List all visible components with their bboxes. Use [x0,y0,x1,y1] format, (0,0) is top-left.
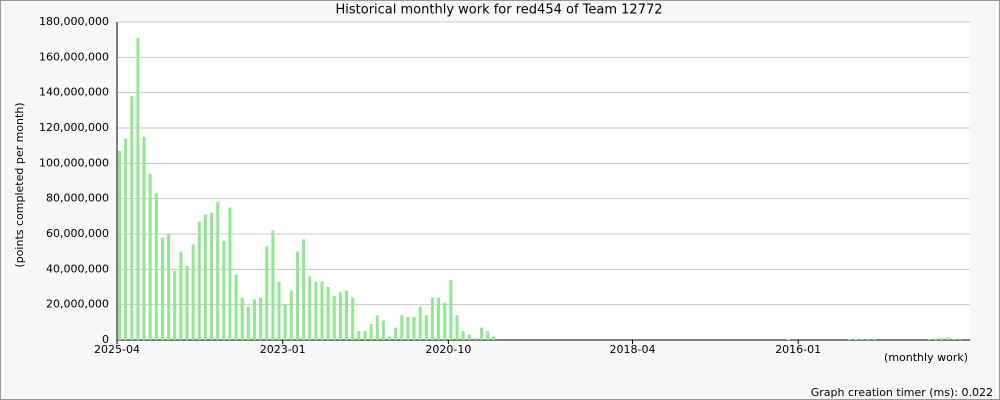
y-tick-label: 160,000,000 [39,50,109,63]
bar [351,297,355,340]
y-tick-label: 180,000,000 [39,15,109,28]
bar [473,338,477,340]
bar [154,193,158,340]
x-tick-label: 2018-04 [609,343,655,356]
bar [185,265,189,340]
bar [860,339,864,340]
bar [295,251,299,340]
bar [197,221,201,340]
bar [363,331,367,340]
bar [848,339,852,340]
bar [191,244,195,340]
bar [486,331,490,340]
bar [449,279,453,340]
bar [332,295,336,340]
y-tick-label: 0 [102,333,109,346]
bar [928,339,932,340]
bar [203,214,207,340]
bar [412,317,416,340]
bar [136,37,140,341]
bar [345,290,349,340]
bar [271,230,275,340]
bar [179,251,183,340]
x-axis-label: (monthly work) [884,351,968,364]
bar [130,96,134,340]
bar [375,315,379,340]
bar [289,290,293,340]
bar [283,304,287,340]
x-tick-label: 2023-01 [260,343,306,356]
y-axis-label: (points completed per month) [13,102,26,267]
bar [388,336,392,340]
bar [216,202,220,340]
bar [259,297,263,340]
bar [210,212,214,340]
bar [222,241,226,340]
bar [480,327,484,340]
bar [437,297,441,340]
bar [314,281,318,340]
y-tick-label: 120,000,000 [39,121,109,134]
bar [455,315,459,340]
y-tick-label: 20,000,000 [46,298,109,311]
bar [866,339,870,340]
bar [142,136,146,340]
bar [277,281,281,340]
bar [394,327,398,340]
bar [369,324,373,340]
bar [406,317,410,340]
bar [467,334,471,340]
bar [461,331,465,340]
x-tick-label: 2020-10 [425,343,471,356]
plot-area [117,22,970,340]
bar [326,287,330,340]
chart-title: Historical monthly work for red454 of Te… [335,3,662,18]
bar [443,302,447,340]
bar [173,271,177,340]
bar [160,237,164,340]
bar [167,234,171,340]
bar [253,299,257,340]
bar [148,173,152,340]
bar [430,297,434,340]
bar [418,306,422,340]
bar [265,246,269,340]
y-tick-label: 60,000,000 [46,227,109,240]
bar [124,138,128,340]
bar [854,339,858,340]
y-tick-label: 40,000,000 [46,262,109,275]
bar [958,338,962,340]
bar [234,274,238,340]
bar [786,339,790,340]
bar [940,338,944,340]
footer: Graph creation timer (ms): 0.022 [811,386,993,399]
bar [118,150,121,340]
bar [492,336,496,340]
bar [320,281,324,340]
x-tick-label: 2016-01 [775,343,821,356]
bar [338,292,342,340]
bar [240,297,244,340]
x-tick-label: 2025-04 [94,343,140,356]
bar [934,338,938,340]
bar [308,276,312,340]
bar [228,207,232,340]
bar [424,315,428,340]
bar [946,337,950,340]
bar [357,331,361,340]
bar [400,315,404,340]
bar [952,338,956,340]
bar [381,320,385,340]
y-tick-label: 140,000,000 [39,86,109,99]
bar [246,306,250,340]
y-tick-label: 100,000,000 [39,156,109,169]
bar [302,239,306,340]
bar [872,339,876,340]
y-tick-label: 80,000,000 [46,192,109,205]
